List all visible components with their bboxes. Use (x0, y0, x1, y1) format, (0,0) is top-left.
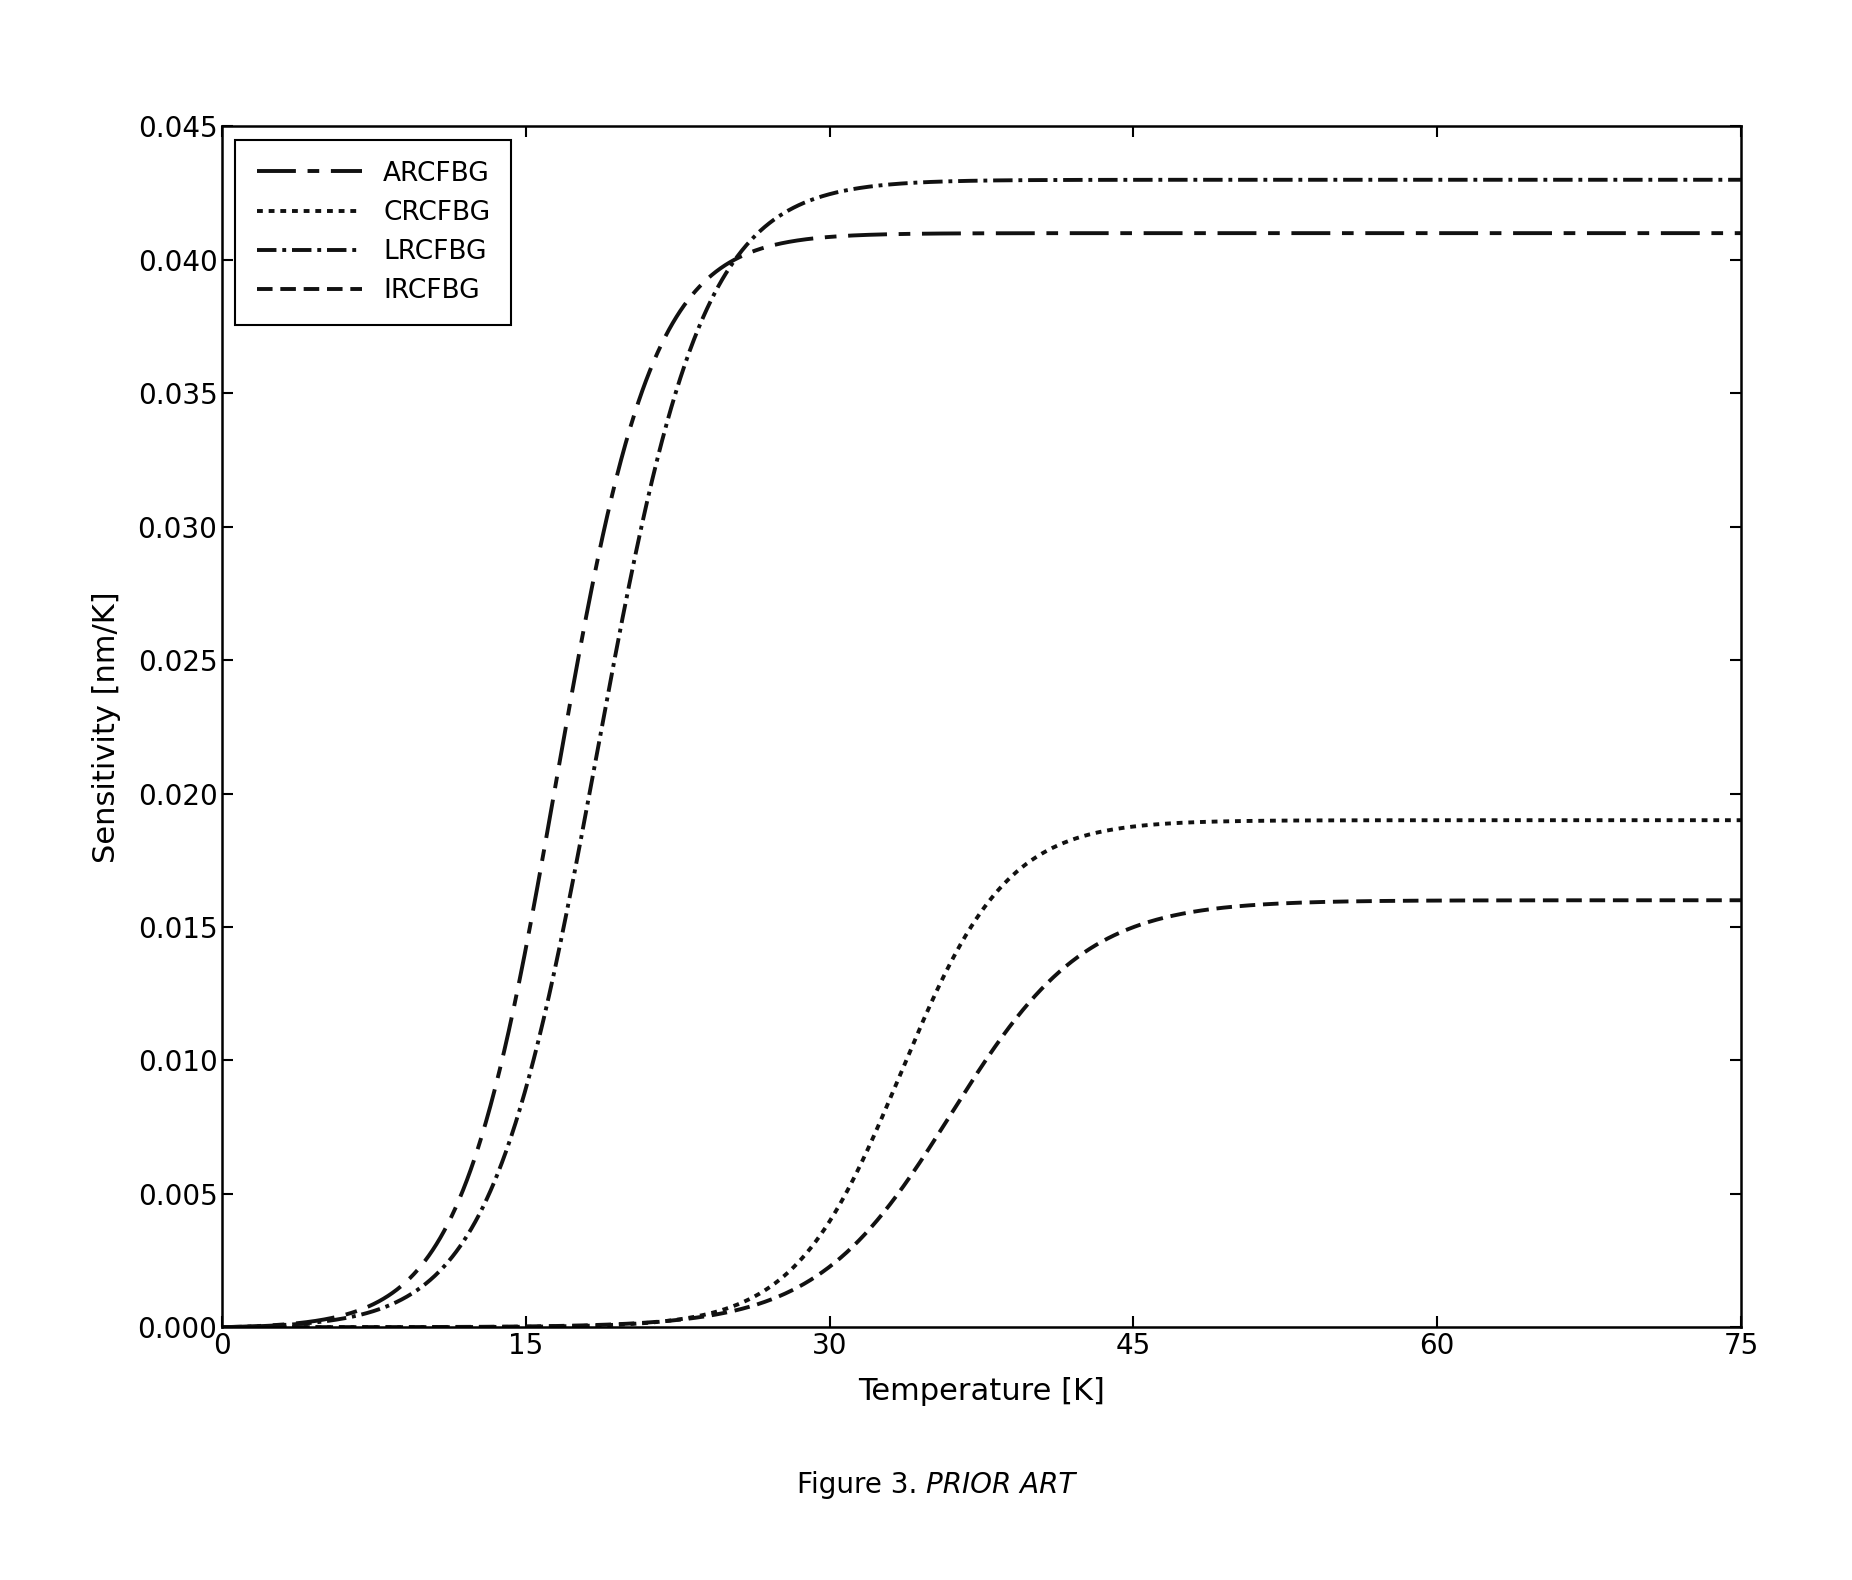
IRCFBG (950, 1089, 972, 1108)
ARCFBG (909, 224, 932, 243)
LRCFBG (1685, 171, 1708, 190)
Line: ARCFBG: ARCFBG (222, 234, 1741, 1327)
ARCFBG (1685, 224, 1708, 243)
X-axis label: Temperature [K]: Temperature [K] (857, 1376, 1106, 1406)
ARCFBG (211, 1318, 233, 1337)
Y-axis label: Sensitivity [nm/K]: Sensitivity [nm/K] (93, 591, 120, 863)
LRCFBG (289, 1315, 311, 1334)
IRCFBG (1408, 891, 1430, 910)
ARCFBG (1730, 224, 1752, 243)
Line: CRCFBG: CRCFBG (222, 820, 1741, 1327)
CRCFBG (1685, 811, 1708, 830)
CRCFBG (211, 1318, 233, 1337)
LRCFBG (909, 172, 932, 191)
CRCFBG (1685, 811, 1708, 830)
LRCFBG (211, 1318, 233, 1337)
CRCFBG (909, 1018, 932, 1036)
LRCFBG (1408, 171, 1430, 190)
ARCFBG (289, 1313, 311, 1332)
Line: LRCFBG: LRCFBG (222, 180, 1741, 1327)
ARCFBG (1408, 224, 1430, 243)
LRCFBG (1685, 171, 1708, 190)
CRCFBG (1730, 811, 1752, 830)
CRCFBG (289, 1318, 311, 1337)
ARCFBG (950, 224, 972, 243)
Text: Figure 3.: Figure 3. (796, 1471, 926, 1499)
Legend: ARCFBG, CRCFBG, LRCFBG, IRCFBG: ARCFBG, CRCFBG, LRCFBG, IRCFBG (235, 139, 511, 325)
Line: IRCFBG: IRCFBG (222, 901, 1741, 1327)
ARCFBG (1685, 224, 1708, 243)
LRCFBG (950, 172, 972, 191)
LRCFBG (1730, 171, 1752, 190)
IRCFBG (289, 1318, 311, 1337)
CRCFBG (950, 935, 972, 954)
IRCFBG (1685, 891, 1708, 910)
IRCFBG (1685, 891, 1708, 910)
IRCFBG (211, 1318, 233, 1337)
CRCFBG (1408, 811, 1430, 830)
IRCFBG (909, 1152, 932, 1171)
Text: PRIOR ART: PRIOR ART (926, 1471, 1076, 1499)
IRCFBG (1730, 891, 1752, 910)
